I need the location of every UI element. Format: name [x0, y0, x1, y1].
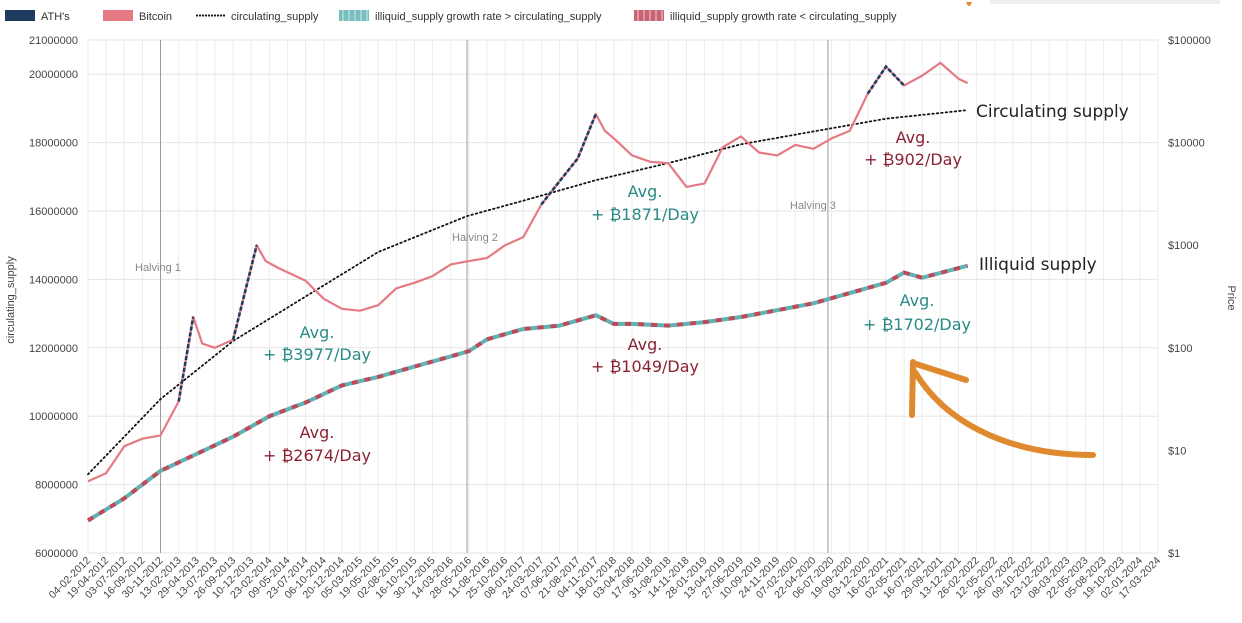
legend-swatch [634, 10, 664, 21]
arrow-icon [909, 359, 1096, 458]
annotation-title: Avg. [628, 182, 663, 201]
y-axis-right-label: Price [1225, 285, 1237, 310]
legend-swatch [103, 10, 133, 21]
legend-swatch-dot [222, 14, 226, 17]
legend-swatch-dot [204, 14, 208, 17]
series-label: Circulating supply [976, 102, 1129, 122]
legend-swatch-stripe [637, 10, 639, 21]
series-illiquid-red [86, 263, 969, 523]
annotation-title: Avg. [900, 291, 935, 310]
legend-swatch-stripe [348, 10, 350, 21]
annotations: Avg. + ₿3977/Day Avg. + ₿2674/Day Avg. + ₿187… [263, 102, 1129, 465]
legend-swatch-stripe [643, 10, 645, 21]
y-tick-label-right: $100000 [1168, 35, 1211, 47]
annotation-value: + ₿2674/Day [263, 446, 371, 465]
legend-item: circulating_supply [195, 10, 319, 23]
legend-label: circulating_supply [231, 11, 319, 23]
y-tick-label-right: $1000 [1168, 240, 1199, 252]
y-tick-label-left: 20000000 [29, 69, 78, 81]
legend-swatch [5, 10, 35, 21]
y-tick-label-left: 21000000 [29, 35, 78, 47]
y-tick-label-right: $10000 [1168, 138, 1205, 150]
series-ath [866, 64, 906, 95]
legend-label: illiquid_supply growth rate < circulatin… [670, 11, 897, 23]
legend-swatch-stripe [649, 10, 651, 21]
series-illiquid-teal [86, 263, 969, 523]
y-axis-right: $1 $10 $100 $1000 $10000 $100000 [1168, 35, 1211, 560]
annotation-title: Avg. [300, 423, 335, 442]
halving-label: Halving 1 [135, 262, 181, 274]
legend-swatch-dot [198, 14, 202, 17]
y-axis-left-label: circulating_supply [5, 256, 17, 344]
legend-item: ATH's [5, 10, 70, 23]
legend-item: Bitcoin [103, 10, 172, 23]
series-circulating-supply [87, 109, 969, 476]
annotation-title: Avg. [300, 323, 335, 342]
legend-swatch-stripe [360, 10, 362, 21]
legend-swatch-dot [210, 14, 214, 17]
legend-label: illiquid_supply growth rate > circulatin… [375, 11, 602, 23]
halving-label: Halving 3 [790, 200, 836, 212]
legend-swatch-dot [207, 14, 211, 17]
series-ath [231, 244, 258, 341]
y-tick-label-left: 18000000 [29, 138, 78, 150]
annotation-title: Avg. [628, 335, 663, 354]
y-tick-label-right: $10 [1168, 445, 1186, 457]
y-tick-label-right: $100 [1168, 343, 1192, 355]
annotation-title: Avg. [896, 128, 931, 147]
y-tick-label-left: 8000000 [35, 480, 78, 492]
y-tick-label-left: 14000000 [29, 274, 78, 286]
legend-item: illiquid_supply growth rate > circulatin… [339, 10, 602, 23]
legend-swatch-stripe [366, 10, 368, 21]
y-tick-label-left: 16000000 [29, 206, 78, 218]
y-tick-label-left: 6000000 [35, 548, 78, 560]
series-ath [540, 113, 598, 206]
legend-item: illiquid_supply growth rate < circulatin… [634, 10, 897, 23]
legend-swatch-dot [195, 14, 199, 17]
series-ath [177, 316, 195, 402]
series-label: Illiquid supply [979, 255, 1097, 275]
legend-swatch-dot [216, 14, 220, 17]
legend-swatch-dot [219, 14, 223, 17]
legend-swatch [339, 10, 369, 21]
legend-label: Bitcoin [139, 11, 172, 23]
annotation-value: + ₿1049/Day [591, 357, 699, 376]
y-tick-label-right: $1 [1168, 548, 1180, 560]
series [86, 61, 969, 523]
legend-swatch-stripe [354, 10, 356, 21]
y-tick-label-left: 12000000 [29, 343, 78, 355]
legend-swatch-stripe [655, 10, 657, 21]
legend: ATH's Bitcoin circulating_supply illiquid_s… [5, 10, 897, 23]
y-tick-label-left: 10000000 [29, 411, 78, 423]
legend-swatch-stripe [342, 10, 344, 21]
legend-swatch-dot [201, 14, 205, 17]
annotation-value: + ₿1871/Day [591, 205, 699, 224]
annotation-value: + ₿1702/Day [863, 315, 971, 334]
annotation-value: + ₿3977/Day [263, 345, 371, 364]
legend-swatch-dot [213, 14, 217, 17]
x-axis: 04-02-201219-04-201203-07-201216-09-2012… [47, 555, 1164, 602]
y-axis-left: 6000000 8000000 10000000 12000000 14000000 16… [29, 35, 78, 560]
halving-label: Halving 2 [452, 232, 498, 244]
brand-logo [966, 0, 1220, 6]
legend-label: ATH's [41, 11, 70, 23]
series-bitcoin [87, 61, 969, 483]
annotation-value: + ₿902/Day [864, 150, 962, 169]
halving-lines: Halving 1 Halving 2 Halving 3 [135, 40, 836, 553]
legend-swatch-stripe [661, 10, 663, 21]
